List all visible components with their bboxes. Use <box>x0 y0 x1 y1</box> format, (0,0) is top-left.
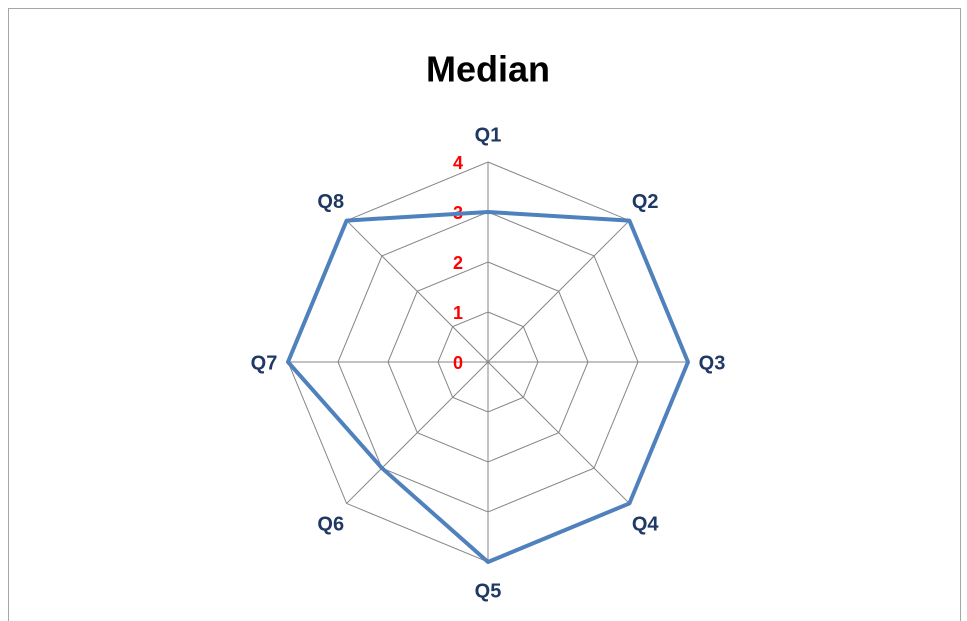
spoke <box>487 220 630 363</box>
category-label: Q2 <box>632 191 659 213</box>
r-tick-label: 4 <box>453 153 463 173</box>
chart-frame <box>8 8 961 621</box>
category-label: Q3 <box>699 352 726 374</box>
spoke <box>346 220 489 363</box>
category-label: Q4 <box>632 514 660 536</box>
category-label: Q7 <box>251 352 278 374</box>
chart-title: Median <box>426 49 550 90</box>
r-tick-label: 2 <box>453 253 463 273</box>
category-label: Q5 <box>475 580 502 602</box>
spoke <box>346 361 489 504</box>
category-label: Q6 <box>317 514 344 536</box>
spoke <box>487 361 630 504</box>
series-line <box>286 210 690 564</box>
category-label: Q1 <box>475 124 502 146</box>
category-label: Q8 <box>317 191 344 213</box>
r-tick-label: 1 <box>453 303 463 323</box>
r-tick-label: 0 <box>453 353 463 373</box>
